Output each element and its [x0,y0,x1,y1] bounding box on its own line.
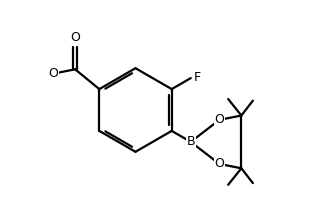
Text: O: O [70,31,80,44]
Text: F: F [194,70,201,84]
Text: O: O [215,113,224,126]
Text: B: B [186,135,195,149]
Text: O: O [48,67,58,80]
Text: O: O [215,157,224,170]
